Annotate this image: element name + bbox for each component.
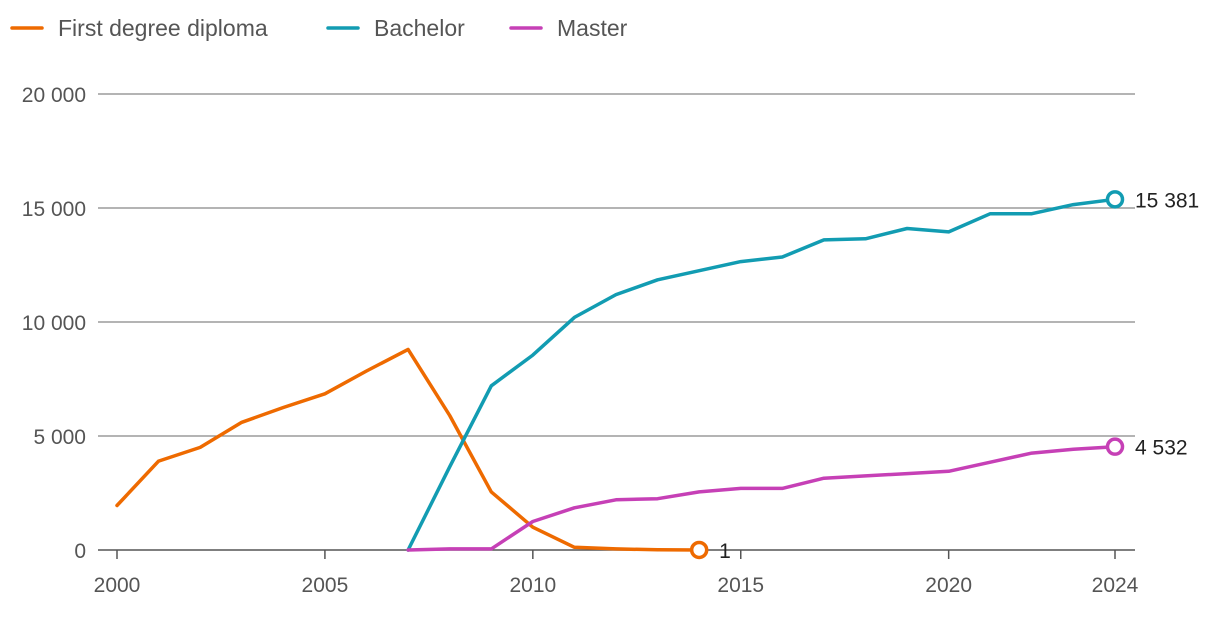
y-tick-label: 0 [74, 540, 86, 563]
series-line-master [406, 444, 1117, 552]
end-marker-first-degree-diploma [689, 540, 709, 560]
x-tick-label: 2005 [302, 574, 349, 597]
series-line-bachelor [406, 197, 1117, 552]
y-tick-label: 20 000 [22, 84, 86, 107]
end-marker-bachelor [1105, 190, 1125, 209]
series-layer: 1 15 381 4 532 [115, 189, 1199, 563]
y-tick-label: 15 000 [22, 198, 86, 221]
x-tick-label: 2000 [94, 574, 141, 597]
x-tick-label: 2015 [717, 574, 764, 597]
x-tick-label: 2010 [509, 574, 556, 597]
end-label-first-degree-diploma: 1 [719, 540, 731, 563]
grid-lines [98, 93, 1135, 437]
end-label-master: 4 532 [1135, 437, 1188, 460]
legend-label: First degree diploma [58, 15, 268, 41]
x-tick-label: 2020 [925, 574, 972, 597]
y-tick-label: 10 000 [22, 312, 86, 335]
legend-label: Master [557, 15, 628, 41]
y-axis: 0 5 000 10 000 15 000 20 000 [22, 84, 86, 563]
legend: First degree diploma Bachelor Master [10, 15, 628, 41]
x-tick-label: 2024 [1092, 574, 1139, 597]
series-line-first-degree-diploma [115, 347, 701, 552]
legend-label: Bachelor [374, 15, 465, 41]
y-tick-label: 5 000 [33, 426, 86, 449]
end-label-bachelor: 15 381 [1135, 189, 1199, 212]
x-axis: 2000 2005 2010 2015 2020 2024 [94, 549, 1139, 597]
end-marker-master [1105, 437, 1125, 456]
